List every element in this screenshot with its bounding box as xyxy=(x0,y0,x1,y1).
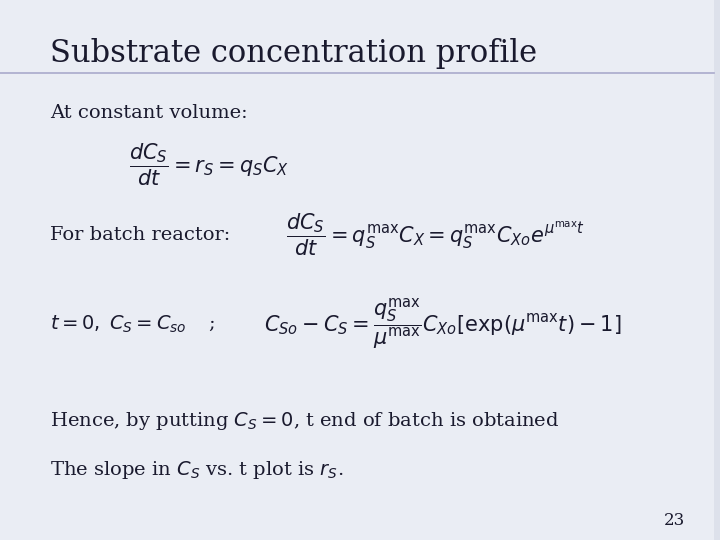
Text: The slope in $C_S$ vs. t plot is $r_S$.: The slope in $C_S$ vs. t plot is $r_S$. xyxy=(50,459,343,481)
Text: $\dfrac{dC_S}{dt} = q_S^{\mathrm{max}} C_X = q_S^{\mathrm{max}} C_{Xo} e^{\mu^{\: $\dfrac{dC_S}{dt} = q_S^{\mathrm{max}} C… xyxy=(286,212,585,258)
Text: $C_{So} - C_S = \dfrac{q_S^{\mathrm{max}}}{\mu^{\mathrm{max}}} C_{Xo} \left[\exp: $C_{So} - C_S = \dfrac{q_S^{\mathrm{max}… xyxy=(264,296,622,352)
Text: Hence, by putting $C_S = 0$, t end of batch is obtained: Hence, by putting $C_S = 0$, t end of ba… xyxy=(50,410,559,432)
Text: $t = 0,\; C_S = C_{so}\;\;$  ;: $t = 0,\; C_S = C_{so}\;\;$ ; xyxy=(50,313,215,335)
Text: For batch reactor:: For batch reactor: xyxy=(50,226,230,244)
Text: 23: 23 xyxy=(664,512,685,529)
Text: At constant volume:: At constant volume: xyxy=(50,104,248,123)
Text: Substrate concentration profile: Substrate concentration profile xyxy=(50,38,537,69)
Text: $\dfrac{dC_S}{dt} = r_S = q_S C_X$: $\dfrac{dC_S}{dt} = r_S = q_S C_X$ xyxy=(128,141,289,188)
